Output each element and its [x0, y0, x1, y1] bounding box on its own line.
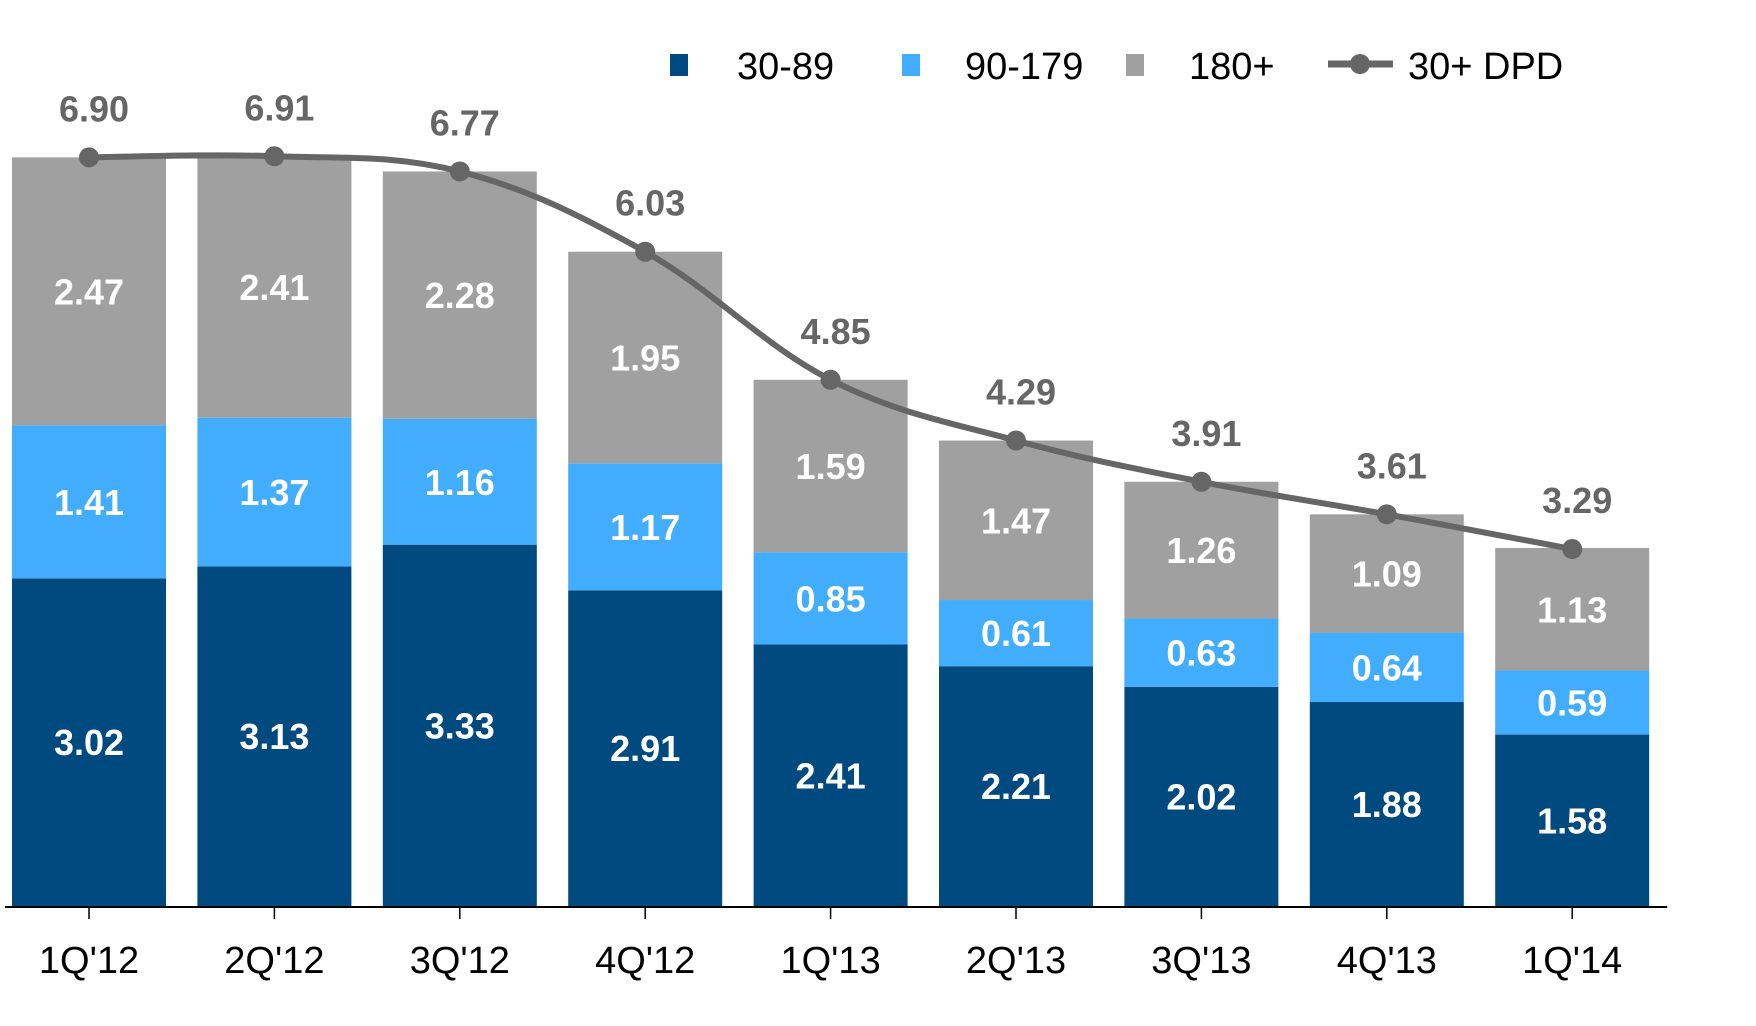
total-label-30-plus-dpd: 6.77 — [430, 102, 500, 143]
segment-label-90-179: 0.85 — [796, 578, 866, 619]
bar-segment-180-plus — [1309, 514, 1464, 633]
line-point-30-plus-dpd — [1562, 539, 1583, 560]
total-label-30-plus-dpd: 3.91 — [1171, 413, 1241, 454]
bar-segment-90-179 — [382, 418, 537, 545]
segment-label-30-89: 2.41 — [796, 755, 866, 796]
bar-segment-30-89 — [1309, 702, 1464, 906]
line-point-30-plus-dpd — [449, 161, 470, 182]
segment-label-30-89: 2.21 — [981, 766, 1051, 807]
segment-label-90-179: 1.41 — [54, 482, 124, 523]
segment-label-180-plus: 2.41 — [239, 267, 309, 308]
total-label-30-plus-dpd: 3.61 — [1357, 445, 1427, 486]
line-point-30-plus-dpd — [79, 147, 99, 168]
segment-label-30-89: 1.58 — [1537, 800, 1607, 841]
x-tick-label: 4Q'12 — [595, 940, 695, 982]
x-tick-label: 3Q'12 — [410, 940, 510, 982]
segment-label-180-plus: 1.26 — [1166, 530, 1236, 571]
line-point-30-plus-dpd — [635, 241, 656, 262]
bar-segment-90-179 — [1309, 632, 1464, 703]
bar-segment-90-179 — [197, 417, 352, 567]
line-layer — [79, 146, 1583, 560]
line-point-30-plus-dpd — [820, 369, 841, 390]
line-point-30-plus-dpd — [264, 146, 285, 167]
bar-segment-90-179 — [939, 600, 1093, 667]
segment-label-90-179: 0.63 — [1166, 633, 1236, 674]
bar-segment-90-179 — [753, 552, 908, 645]
legend-swatch-30-89 — [670, 54, 688, 76]
legend-swatch-180-plus — [1126, 54, 1144, 76]
bar-segment-180-plus — [12, 157, 166, 426]
bar-segment-180-plus — [382, 171, 537, 419]
legend-label-180-plus: 180+ — [1189, 46, 1275, 88]
bar-segment-30-89 — [1124, 686, 1279, 906]
legend-dot-30-plus-dpd — [1350, 54, 1370, 74]
segment-label-90-179: 1.16 — [425, 462, 495, 503]
total-label-30-plus-dpd: 6.91 — [244, 87, 314, 128]
bar-segment-30-89 — [382, 544, 537, 906]
bar-segment-180-plus — [1124, 481, 1279, 619]
segment-label-90-179: 1.17 — [610, 507, 680, 548]
segment-label-180-plus: 1.09 — [1352, 553, 1422, 594]
total-labels-layer: 6.90 6.91 6.77 6.03 4.85 4.29 3.91 3.61 3.29 — [59, 87, 1612, 521]
x-tick-label: 4Q'13 — [1337, 940, 1437, 982]
total-label-30-plus-dpd: 6.03 — [615, 183, 685, 224]
bar-segment-180-plus — [1495, 547, 1650, 671]
bar-segment-90-179 — [1124, 618, 1279, 687]
bar-segment-180-plus — [753, 379, 908, 553]
bar-segment-30-89 — [12, 578, 166, 906]
segment-label-30-89: 2.02 — [1166, 776, 1236, 817]
legend-label-30-plus-dpd: 30+ DPD — [1408, 46, 1563, 88]
segment-label-180-plus: 1.95 — [610, 338, 680, 379]
bar-segment-90-179 — [568, 463, 723, 591]
x-tick-label: 1Q'13 — [780, 940, 880, 982]
legend-label-30-89: 30-89 — [737, 46, 834, 88]
bar-segment-30-89 — [939, 666, 1093, 906]
bar-segment-30-89 — [1495, 734, 1650, 906]
segment-label-90-179: 0.61 — [981, 613, 1051, 654]
segment-labels-layer: 3.02 1.41 2.47 3.13 1.37 2.41 3.33 1.16 2.28 2.91… — [54, 267, 1607, 841]
segment-label-90-179: 0.59 — [1537, 683, 1607, 724]
segment-label-30-89: 3.13 — [239, 716, 309, 757]
segment-label-30-89: 1.88 — [1352, 784, 1422, 825]
segment-label-180-plus: 2.28 — [425, 275, 495, 316]
x-tick-label: 2Q'12 — [224, 940, 324, 982]
segment-label-180-plus: 1.47 — [981, 500, 1051, 541]
bar-segment-30-89 — [753, 644, 908, 906]
segment-label-30-89: 2.91 — [610, 728, 680, 769]
segment-label-30-89: 3.02 — [54, 722, 124, 763]
bars-layer — [12, 156, 1650, 906]
segment-label-180-plus: 1.13 — [1537, 589, 1607, 630]
legend-swatch-90-179 — [902, 54, 920, 76]
bar-segment-180-plus — [939, 440, 1093, 601]
total-label-30-plus-dpd: 6.90 — [59, 88, 129, 129]
total-label-30-plus-dpd: 3.29 — [1542, 480, 1612, 521]
x-tick-label: 2Q'13 — [966, 940, 1066, 982]
bar-segment-180-plus — [197, 156, 352, 418]
segment-label-180-plus: 1.59 — [796, 446, 866, 487]
segment-label-90-179: 1.37 — [239, 472, 309, 513]
x-tick-label: 1Q'12 — [39, 940, 139, 982]
line-point-30-plus-dpd — [1376, 504, 1397, 525]
x-tick-label: 3Q'13 — [1151, 940, 1251, 982]
legend-label-90-179: 90-179 — [965, 46, 1083, 88]
bar-segment-30-89 — [197, 566, 352, 906]
total-label-30-plus-dpd: 4.29 — [986, 372, 1056, 413]
bar-segment-90-179 — [1495, 670, 1650, 735]
segment-label-180-plus: 2.47 — [54, 271, 124, 312]
bar-segment-90-179 — [12, 425, 166, 579]
x-axis: 1Q'12 2Q'12 3Q'12 4Q'12 1Q'13 2Q'13 3Q'13 4Q'13… — [5, 906, 1668, 982]
segment-label-30-89: 3.33 — [425, 705, 495, 746]
total-label-30-plus-dpd: 4.85 — [801, 311, 871, 352]
line-point-30-plus-dpd — [1191, 471, 1212, 492]
x-tick-label: 1Q'14 — [1522, 940, 1622, 982]
bar-segment-30-89 — [568, 590, 723, 906]
line-point-30-plus-dpd — [1006, 430, 1026, 451]
legend: 30-89 90-179 180+ 30+ DPD — [670, 46, 1563, 88]
segment-label-90-179: 0.64 — [1352, 647, 1422, 688]
